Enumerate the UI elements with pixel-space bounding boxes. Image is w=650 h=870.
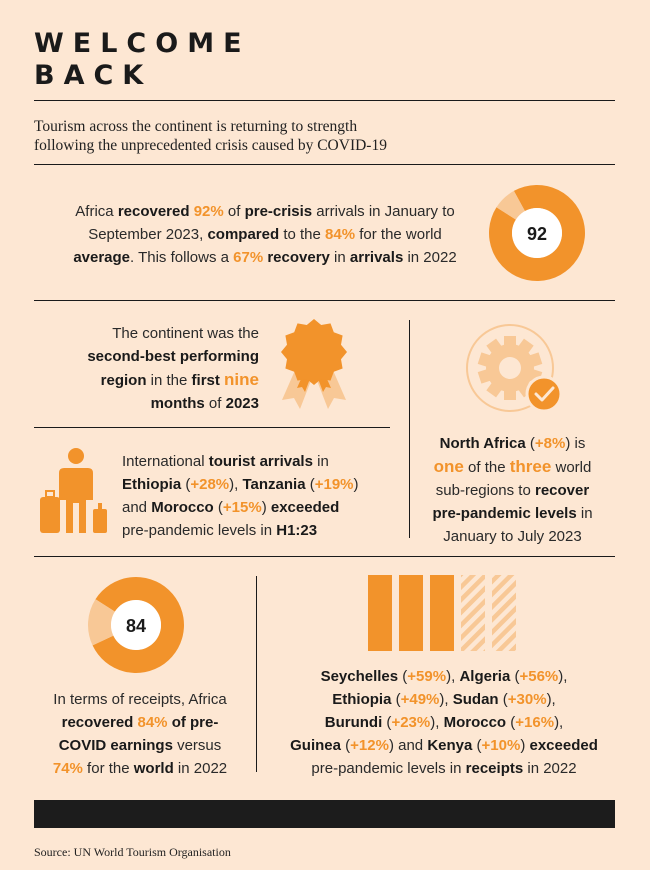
donut-84-slice-remaining [88,599,115,646]
pictogram-bar-2 [399,575,423,651]
title-line-2: BACK [34,60,153,91]
block-arrivals-text: Africa recovered 92% of pre-crisis arriv… [73,203,457,266]
donut-92-slice-recovered [489,185,585,281]
gear-check-icon [466,324,563,413]
donut-chart-84: 84 [88,577,184,673]
pictogram-bar-3 [430,575,454,651]
divider-top [34,100,615,101]
block-tourist-arrivals-text: International tourist arrivals in Ethiop… [122,453,359,539]
block-north-africa-text: North Africa (+8%) is one of the three w… [432,435,593,545]
divider-mid-2 [34,556,615,557]
donut-84-slices [88,577,184,673]
donut-chart-92: 92 [489,185,585,281]
pictogram-bar-5 [492,575,516,651]
footer-bar [34,800,615,828]
traveler-luggage-icon [40,448,107,533]
donut-92-slices [489,185,585,281]
pictogram-bar-1 [368,575,392,651]
title-line-1: WELCOME [34,28,251,59]
subtitle-line-1: Tourism across the continent is returnin… [34,118,358,135]
donut-84-label: 84 [126,616,146,636]
donut-84-slice-recovered [92,577,184,673]
subtitle: Tourism across the continent is returnin… [34,117,594,155]
vertical-divider-2 [256,576,257,772]
divider-left-mid [34,427,390,428]
block-receipts-countries-text: Seychelles (+59%), Algeria (+56%), Ethio… [290,668,598,777]
donut-92-center [512,208,562,258]
divider-subtitle [34,164,615,165]
page-title: WELCOME BACK [34,28,334,92]
block-second-best-text: The continent was the second-best perfor… [87,325,259,412]
bars-icon [368,575,516,651]
subtitle-line-2: following the unprecedented crisis cause… [34,137,387,154]
block-receipts-text: In terms of receipts, Africa recovered 8… [52,691,228,777]
source-credit: Source: UN World Tourism Organisation [34,845,231,859]
donut-92-label: 92 [527,224,547,244]
donut-84-center [111,600,161,650]
divider-mid-1 [34,300,615,301]
vertical-divider-1 [409,320,410,538]
donut-92-slice-remaining [496,190,525,220]
pictogram-bar-4 [461,575,485,651]
medal-icon [281,319,347,409]
